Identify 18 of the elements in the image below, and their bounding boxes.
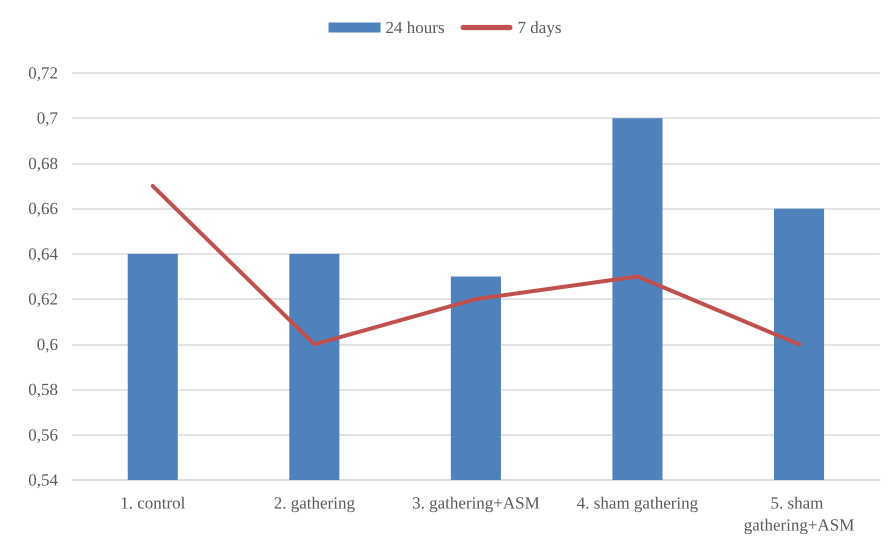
y-tick-label: 0,6 [36,334,58,354]
y-tick-label: 0,66 [28,199,58,218]
y-tick-label: 0,62 [28,290,58,309]
y-tick-label: 0,72 [28,64,58,82]
legend-label: 7 days [518,18,562,37]
x-tick-label: 2. gathering [274,494,356,512]
x-tick-label: 5. sham gathering+ASM [744,494,854,534]
legend-label: 24 hours [386,18,445,37]
y-tick-label: 0,7 [36,108,58,128]
y-tick-label: 0,64 [28,244,58,264]
y-tick-label: 0,56 [28,425,58,444]
x-tick-label: 4. sham gathering [576,494,699,512]
y-tick-label: 0,58 [28,380,58,400]
y-tick-label: 0,54 [28,470,58,490]
line-series [150,184,802,346]
y-tick-label: 0,68 [28,154,58,173]
x-tick-label: 3. gathering+ASM [412,494,540,512]
x-tick-label: 1. control [120,494,186,512]
